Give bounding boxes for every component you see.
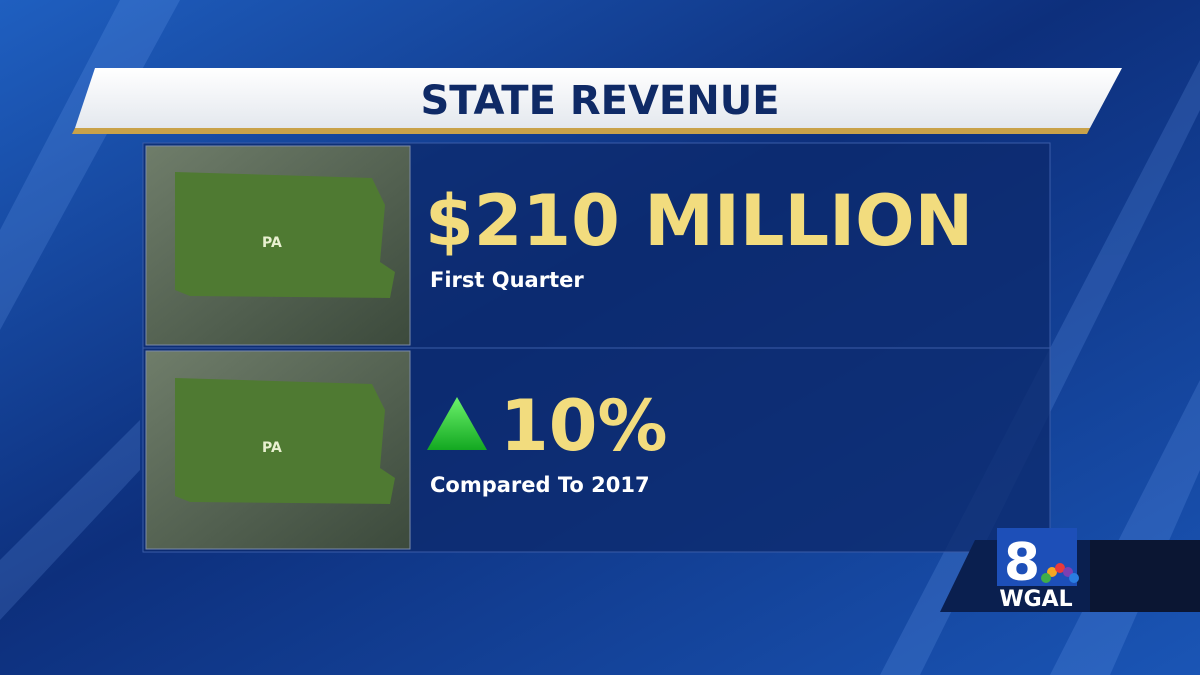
image-label: PA [262, 440, 282, 456]
state-shape [175, 172, 395, 298]
image-label: PA [262, 235, 282, 251]
title-banner [75, 68, 1122, 128]
logo-box [997, 528, 1077, 586]
panel: PA 10% Compared To 2017 [142, 347, 1051, 553]
headline: 10% [500, 385, 668, 467]
panel: PA $210 MILLION First Quarter [142, 142, 1051, 349]
up-triangle [427, 397, 487, 450]
subtitle: First Quarter [430, 268, 584, 292]
title: STATE REVENUE [420, 78, 779, 124]
subtitle: Compared To 2017 [430, 473, 650, 497]
call-sign: WGAL [999, 587, 1072, 612]
channel-number: 8 [1004, 533, 1040, 593]
peacock [1041, 563, 1079, 583]
banner-rule [72, 128, 1090, 134]
station-logo: 8 WGAL [940, 528, 1200, 612]
logo-bar-dark [1090, 540, 1200, 612]
headline: $210 MILLION [425, 180, 973, 262]
state-shape [175, 378, 395, 504]
